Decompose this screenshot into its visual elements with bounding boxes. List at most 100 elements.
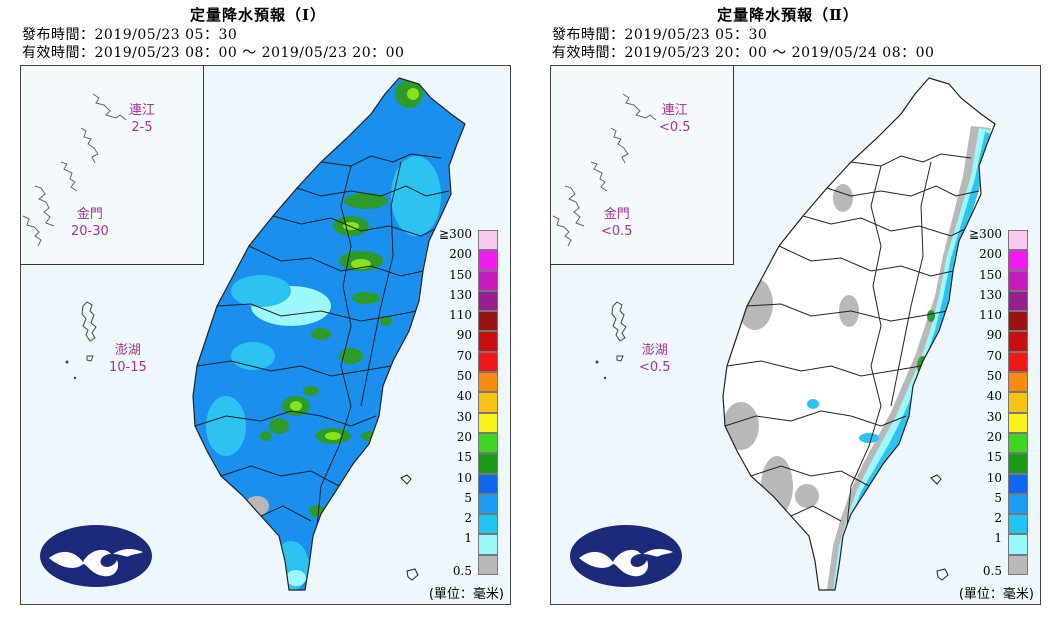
issue-time-row: 發布時間：2019/05/23 05：30 — [22, 24, 237, 44]
legend-label: 70 — [456, 348, 472, 363]
legend-swatch — [1008, 230, 1028, 251]
legend-row: 70 — [438, 348, 510, 373]
legend-row: 50 — [968, 369, 1040, 393]
legend-label: 70 — [986, 348, 1002, 363]
legend-swatch — [478, 554, 498, 576]
legend-row: 0.5 — [438, 554, 510, 577]
legend-label: 0.5 — [982, 563, 1002, 578]
offshore-inset: 連江 <0.5 金門 <0.5 — [551, 66, 734, 265]
valid-time-row: 有效時間：2019/05/23 20：00 ～ 2019/05/24 08：00 — [552, 42, 934, 62]
legend-swatch — [1008, 270, 1028, 291]
issue-label: 發布時間： — [22, 27, 95, 43]
legend-label: 10 — [456, 470, 472, 485]
issue-label: 發布時間： — [552, 27, 625, 43]
legend-label: 15 — [986, 450, 1002, 465]
legend-label: 130 — [449, 287, 472, 302]
penghu-value: <0.5 — [639, 360, 671, 375]
valid-time-row: 有效時間：2019/05/23 08：00 ～ 2019/05/23 20：00 — [22, 42, 404, 62]
rainfall-legend: ≧300 200 150 130 110 90 70 50 40 30 20 1… — [968, 227, 1040, 578]
legend-label: 2 — [464, 511, 472, 526]
legend-row: 150 — [968, 267, 1040, 291]
china-coast-outline — [22, 93, 127, 247]
legend-label: 40 — [986, 389, 1002, 404]
legend-swatch — [478, 230, 498, 251]
matsu-forecast: 連江 <0.5 — [659, 102, 691, 136]
legend-row: 150 — [438, 269, 510, 291]
kinmen-value: 20-30 — [71, 224, 109, 239]
china-coast-outline — [552, 93, 657, 247]
legend-label: 150 — [979, 267, 1002, 282]
legend-row: 20 — [438, 429, 510, 454]
legend-row: 40 — [968, 389, 1040, 413]
legend-label: 110 — [979, 308, 1002, 323]
legend-row: 130 — [968, 287, 1040, 312]
legend-row: 10 — [968, 470, 1040, 494]
legend-label: 5 — [994, 490, 1002, 505]
panel-title: 定量降水預報（Ⅰ） — [189, 6, 327, 24]
legend-swatch — [1008, 473, 1028, 494]
unit-label: (單位：毫米) — [958, 587, 1034, 602]
legend-row: 2 — [968, 511, 1040, 535]
legend-swatch — [1008, 311, 1028, 332]
matsu-name: 連江 — [129, 103, 156, 118]
valid-label: 有效時間： — [552, 45, 625, 61]
issue-time-row: 發布時間：2019/05/23 05：30 — [552, 24, 767, 44]
matsu-name: 連江 — [661, 103, 688, 118]
forecast-panel-2: 定量降水預報（Ⅱ） 發布時間：2019/05/23 05：30 有效時間：201… — [538, 0, 1054, 618]
legend-label: 20 — [456, 429, 472, 444]
legend-row: ≧300 — [968, 227, 1040, 251]
legend-row: 30 — [968, 411, 1040, 433]
issue-time: 2019/05/23 05：30 — [94, 27, 238, 43]
forecast-panel-1: 定量降水預報（Ⅰ） 發布時間：2019/05/23 05：30 有效時間：201… — [8, 0, 524, 618]
legend-label: 90 — [456, 328, 472, 343]
taiwan-rainfall-map — [595, 77, 996, 591]
legend-swatch — [478, 372, 498, 393]
legend-swatch — [478, 351, 498, 373]
legend-swatch — [478, 290, 498, 312]
legend-row: 50 — [438, 369, 510, 393]
legend-swatch — [478, 453, 498, 474]
rainfall-legend: ≧300 200 150 130 110 90 70 50 40 30 20 1… — [438, 227, 510, 577]
penghu-forecast: 澎湖 <0.5 — [639, 342, 671, 376]
legend-row: 200 — [968, 247, 1040, 271]
legend-swatch — [1008, 432, 1028, 454]
legend-label: 200 — [979, 247, 1002, 262]
legend-swatch — [478, 473, 498, 494]
legend-row: 40 — [438, 389, 510, 413]
legend-swatch — [1008, 514, 1028, 535]
legend-label: ≧300 — [439, 227, 472, 241]
legend-label: 30 — [456, 409, 472, 424]
legend-row: 70 — [968, 348, 1040, 373]
kinmen-forecast: 金門 20-30 — [71, 206, 109, 240]
legend-label: 50 — [456, 369, 472, 384]
legend-swatch — [1008, 453, 1028, 474]
cwb-logo — [40, 525, 152, 587]
legend-label: 110 — [449, 308, 472, 323]
legend-label: 50 — [986, 369, 1002, 384]
legend-swatch — [1008, 331, 1028, 352]
legend-label: 20 — [986, 429, 1002, 444]
kinmen-name: 金門 — [76, 207, 103, 222]
legend-row: 90 — [968, 329, 1040, 352]
legend-row: 90 — [438, 328, 510, 352]
legend-label: 40 — [456, 389, 472, 404]
legend-swatch — [478, 270, 498, 291]
legend-row: 5 — [968, 490, 1040, 515]
legend-row: 2 — [438, 511, 510, 535]
kinmen-forecast: 金門 <0.5 — [601, 206, 633, 240]
legend-row: 130 — [438, 287, 510, 312]
legend-swatch — [1008, 534, 1028, 555]
valid-time: 2019/05/23 08：00 ～ 2019/05/23 20：00 — [94, 45, 405, 61]
legend-row: 0.5 — [968, 554, 1040, 578]
penghu-name: 澎湖 — [114, 343, 141, 358]
legend-label: ≧300 — [969, 227, 1002, 241]
penghu-forecast: 澎湖 10-15 — [109, 342, 147, 376]
legend-row: 15 — [438, 451, 510, 474]
legend-label: 130 — [979, 287, 1002, 302]
legend-label: 200 — [449, 247, 472, 262]
legend-label: 2 — [994, 511, 1002, 526]
legend-swatch — [478, 250, 498, 271]
legend-row: 110 — [968, 308, 1040, 332]
matsu-forecast: 連江 2-5 — [129, 102, 155, 136]
legend-label: 10 — [986, 470, 1002, 485]
